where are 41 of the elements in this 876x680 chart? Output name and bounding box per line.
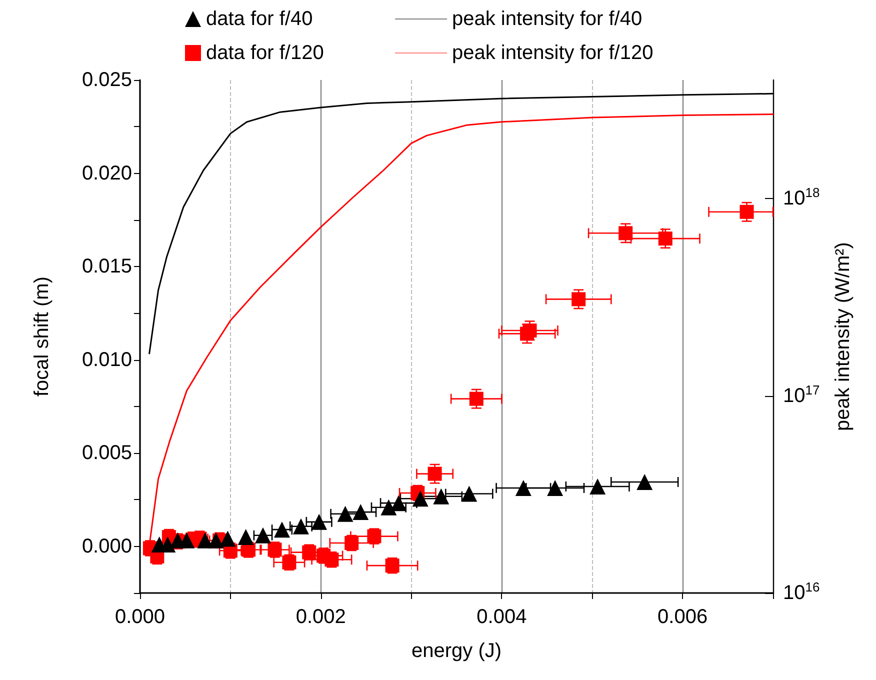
x-tick-label: 0.004 xyxy=(476,606,527,628)
legend-label: peak intensity for f/40 xyxy=(452,8,642,30)
y-tick-label: 0.005 xyxy=(82,442,132,464)
point xyxy=(522,324,537,338)
x-tick-label: 0.006 xyxy=(658,606,708,628)
y-tick-label: 0.015 xyxy=(82,256,132,278)
y2-axis-title: peak intensity (W/m²) xyxy=(832,242,854,431)
y-tick-label: 0.020 xyxy=(82,162,132,184)
y-tick-label: 0.000 xyxy=(82,535,132,558)
point xyxy=(412,490,428,507)
point xyxy=(274,522,290,538)
point xyxy=(337,506,354,522)
point xyxy=(740,204,754,219)
point xyxy=(469,392,484,406)
legend-label: data for f/120 xyxy=(206,42,324,64)
point xyxy=(220,530,236,547)
x-axis-title: energy (J) xyxy=(411,640,502,662)
point xyxy=(428,466,442,481)
x-tick-label: 0.002 xyxy=(296,606,346,628)
point xyxy=(636,474,653,490)
point xyxy=(311,514,328,530)
y-axis-title: focal shift (m) xyxy=(31,276,53,397)
point xyxy=(390,495,407,512)
point xyxy=(590,478,606,494)
y-tick-label: 0.010 xyxy=(82,348,132,371)
legend-label: data for f/40 xyxy=(206,8,313,30)
legend-label: peak intensity for f/120 xyxy=(452,42,654,64)
x-tick-label: 0.000 xyxy=(114,606,166,628)
point xyxy=(618,226,633,240)
point xyxy=(292,518,309,534)
point xyxy=(547,480,564,496)
point xyxy=(572,292,586,306)
point xyxy=(433,488,450,504)
point xyxy=(238,529,254,546)
point xyxy=(208,532,224,548)
point xyxy=(515,480,532,496)
point xyxy=(658,232,672,246)
point xyxy=(461,486,478,502)
y-tick-label: 0.025 xyxy=(82,69,132,91)
point xyxy=(352,504,369,520)
point xyxy=(380,499,397,516)
